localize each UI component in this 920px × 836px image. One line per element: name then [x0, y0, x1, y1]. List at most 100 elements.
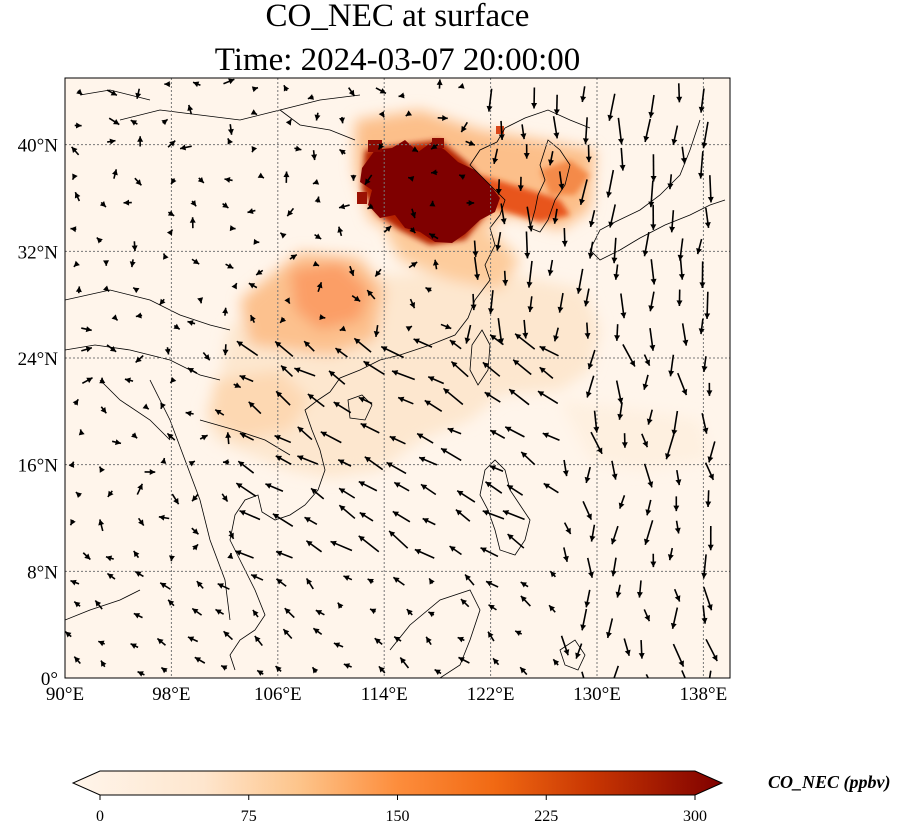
- wind-arrow: [69, 518, 76, 526]
- wind-arrow: [320, 431, 342, 444]
- wind-arrow: [449, 339, 462, 350]
- wind-arrow: [399, 657, 410, 669]
- wind-arrow: [74, 122, 82, 129]
- wind-arrow: [358, 396, 373, 405]
- wind-arrow: [704, 291, 711, 319]
- wind-arrow: [486, 88, 493, 112]
- wind-arrow: [424, 399, 443, 412]
- wind-arrow: [236, 340, 259, 357]
- wind-arrow: [495, 179, 502, 195]
- wind-arrow: [670, 607, 679, 630]
- wind-arrow: [701, 121, 709, 149]
- wind-arrow: [353, 337, 372, 353]
- wind-arrow: [416, 432, 434, 444]
- wind-arrow: [374, 268, 382, 278]
- wind-arrow: [185, 410, 194, 417]
- wind-arrow: [111, 314, 119, 321]
- wind-arrow: [358, 535, 380, 553]
- wind-arrow: [338, 148, 346, 156]
- wind-arrow: [71, 146, 80, 156]
- wind-arrow: [458, 83, 465, 89]
- wind-arrow: [112, 169, 118, 179]
- wind-arrow: [124, 377, 134, 384]
- wind-arrow: [610, 557, 617, 577]
- wind-arrow: [338, 504, 356, 520]
- wind-arrow: [272, 513, 294, 528]
- wind-arrow: [480, 547, 499, 558]
- wind-arrow: [504, 426, 525, 438]
- wind-arrow: [247, 208, 256, 214]
- wind-arrow: [674, 520, 681, 534]
- wind-arrow: [142, 403, 150, 410]
- wind-arrow: [590, 431, 603, 455]
- wind-arrow: [96, 236, 103, 244]
- wind-arrow: [156, 637, 167, 646]
- taiwan-coastline: [469, 329, 491, 386]
- wind-arrow: [314, 196, 321, 203]
- wind-arrow: [611, 237, 618, 264]
- wind-arrow: [520, 581, 529, 588]
- wind-arrow: [237, 460, 255, 474]
- wind-arrow: [294, 145, 302, 152]
- wind-arrow: [189, 217, 196, 229]
- wind-arrow: [222, 202, 229, 209]
- wind-arrow: [552, 116, 560, 139]
- wind-arrow: [707, 175, 714, 203]
- wind-arrow: [587, 241, 594, 259]
- wind-arrow: [338, 487, 356, 499]
- lat-tick-label: 8°N: [27, 562, 58, 583]
- wind-arrow: [514, 630, 523, 637]
- wind-arrow: [575, 643, 583, 659]
- wind-arrow: [701, 605, 708, 624]
- wind-arrow: [159, 298, 166, 306]
- wind-arrow: [456, 490, 476, 503]
- wind-arrow: [584, 466, 591, 484]
- wind-arrow: [99, 201, 107, 208]
- wind-arrow: [680, 146, 687, 164]
- wind-arrow: [351, 295, 361, 303]
- wind-arrow: [81, 346, 93, 353]
- wind-arrow: [312, 627, 323, 636]
- wind-arrow: [107, 490, 114, 498]
- wind-arrow: [667, 547, 674, 561]
- wind-arrow: [108, 117, 120, 126]
- wind-arrow: [68, 461, 75, 468]
- wind-arrow: [94, 599, 103, 610]
- wind-arrow: [202, 351, 211, 361]
- wind-arrow: [283, 84, 290, 92]
- wind-arrow: [192, 81, 201, 88]
- wind-arrow: [164, 347, 171, 355]
- wind-arrow: [217, 582, 230, 590]
- wind-arrow: [671, 125, 679, 146]
- wind-arrow: [613, 665, 620, 678]
- colorbar-label: CO_NEC (ppbv): [768, 772, 891, 792]
- wind-arrow: [458, 656, 470, 664]
- wind-arrow: [650, 259, 657, 285]
- wind-arrow: [585, 144, 592, 163]
- wind-arrow: [622, 344, 636, 367]
- lon-tick-label: 98°E: [152, 684, 190, 705]
- wind-arrow: [137, 517, 145, 526]
- wind-arrow: [136, 483, 144, 495]
- wind-arrow: [489, 334, 504, 346]
- wind-arrow: [129, 259, 136, 268]
- wind-arrow: [434, 668, 442, 675]
- wind-arrow: [197, 176, 205, 184]
- lat-tick-label: 40°N: [18, 136, 59, 157]
- wind-arrow: [649, 328, 656, 351]
- wind-arrow: [82, 552, 91, 561]
- wind-arrow: [560, 635, 570, 656]
- lon-tick-label: 90°E: [46, 684, 84, 705]
- wind-arrow: [74, 191, 81, 202]
- wind-arrow: [285, 118, 293, 126]
- wind-arrow: [579, 179, 588, 206]
- wind-arrow: [645, 499, 652, 516]
- wind-arrow: [167, 140, 176, 148]
- wind-arrow: [698, 151, 705, 179]
- wind-arrow: [173, 323, 181, 330]
- wind-arrow: [229, 225, 236, 232]
- wind-arrow: [283, 171, 290, 183]
- colorbar-tick-label: 0: [96, 808, 104, 825]
- wind-arrow: [586, 557, 594, 578]
